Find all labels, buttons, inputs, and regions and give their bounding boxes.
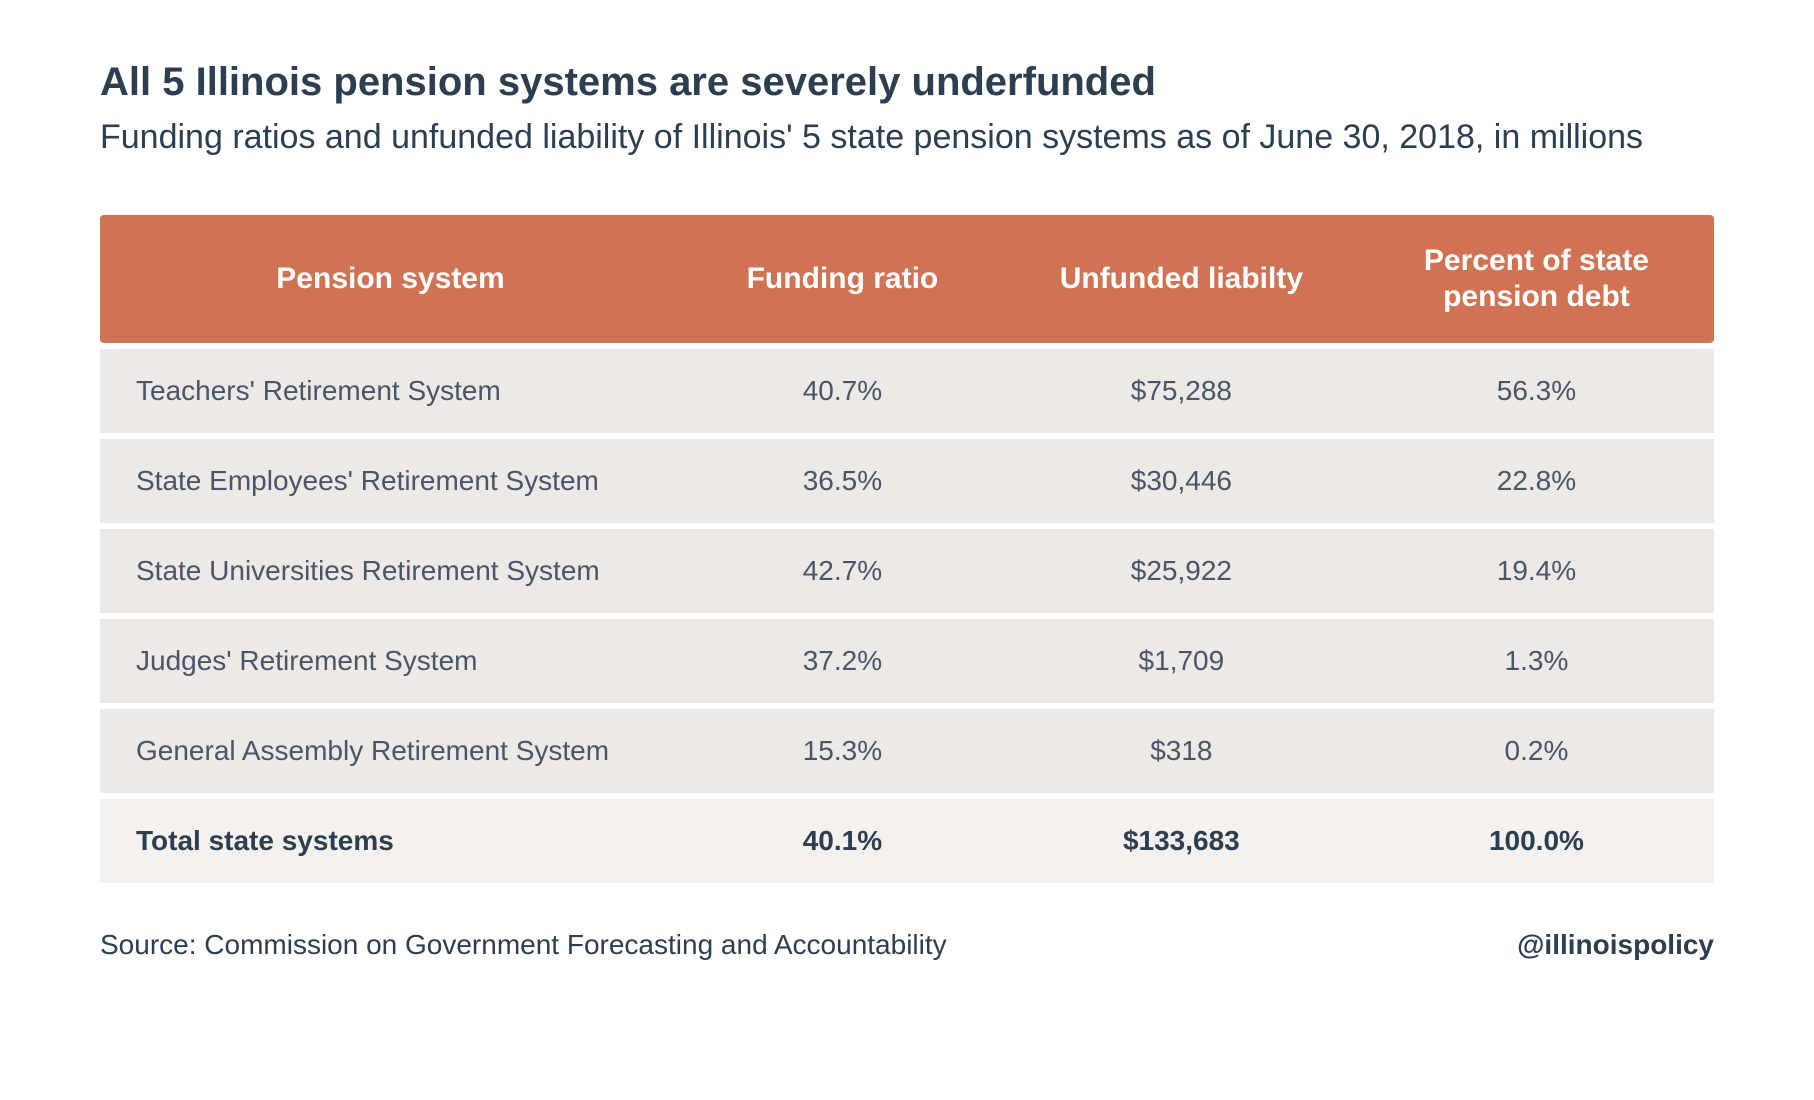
cell-ratio: 37.2% bbox=[681, 619, 1004, 703]
page-title: All 5 Illinois pension systems are sever… bbox=[100, 60, 1714, 105]
cell-percent: 1.3% bbox=[1359, 619, 1714, 703]
cell-percent: 0.2% bbox=[1359, 709, 1714, 793]
cell-percent: 19.4% bbox=[1359, 529, 1714, 613]
cell-ratio: 15.3% bbox=[681, 709, 1004, 793]
table-row: Judges' Retirement System 37.2% $1,709 1… bbox=[100, 619, 1714, 703]
source-text: Source: Commission on Government Forecas… bbox=[100, 929, 947, 961]
cell-system: State Employees' Retirement System bbox=[100, 439, 681, 523]
table-row: Teachers' Retirement System 40.7% $75,28… bbox=[100, 349, 1714, 433]
cell-unfunded: $318 bbox=[1004, 709, 1359, 793]
cell-system: Total state systems bbox=[100, 799, 681, 883]
col-header-ratio: Funding ratio bbox=[681, 215, 1004, 343]
cell-percent: 56.3% bbox=[1359, 349, 1714, 433]
footer: Source: Commission on Government Forecas… bbox=[100, 929, 1714, 961]
pension-table: Pension system Funding ratio Unfunded li… bbox=[100, 209, 1714, 889]
col-header-unfunded: Unfunded liabilty bbox=[1004, 215, 1359, 343]
col-header-percent: Percent of state pension debt bbox=[1359, 215, 1714, 343]
page-subtitle: Funding ratios and unfunded liability of… bbox=[100, 115, 1650, 159]
cell-ratio: 36.5% bbox=[681, 439, 1004, 523]
social-handle: @illinoispolicy bbox=[1517, 929, 1714, 961]
cell-system: Teachers' Retirement System bbox=[100, 349, 681, 433]
table-row: State Employees' Retirement System 36.5%… bbox=[100, 439, 1714, 523]
col-header-system: Pension system bbox=[100, 215, 681, 343]
cell-unfunded: $1,709 bbox=[1004, 619, 1359, 703]
cell-unfunded: $30,446 bbox=[1004, 439, 1359, 523]
cell-unfunded: $25,922 bbox=[1004, 529, 1359, 613]
table-row: General Assembly Retirement System 15.3%… bbox=[100, 709, 1714, 793]
cell-percent: 22.8% bbox=[1359, 439, 1714, 523]
table-row: State Universities Retirement System 42.… bbox=[100, 529, 1714, 613]
cell-system: Judges' Retirement System bbox=[100, 619, 681, 703]
table-total-row: Total state systems 40.1% $133,683 100.0… bbox=[100, 799, 1714, 883]
cell-ratio: 40.7% bbox=[681, 349, 1004, 433]
cell-percent: 100.0% bbox=[1359, 799, 1714, 883]
cell-ratio: 42.7% bbox=[681, 529, 1004, 613]
cell-unfunded: $75,288 bbox=[1004, 349, 1359, 433]
table-header-row: Pension system Funding ratio Unfunded li… bbox=[100, 215, 1714, 343]
cell-system: General Assembly Retirement System bbox=[100, 709, 681, 793]
cell-ratio: 40.1% bbox=[681, 799, 1004, 883]
cell-system: State Universities Retirement System bbox=[100, 529, 681, 613]
cell-unfunded: $133,683 bbox=[1004, 799, 1359, 883]
